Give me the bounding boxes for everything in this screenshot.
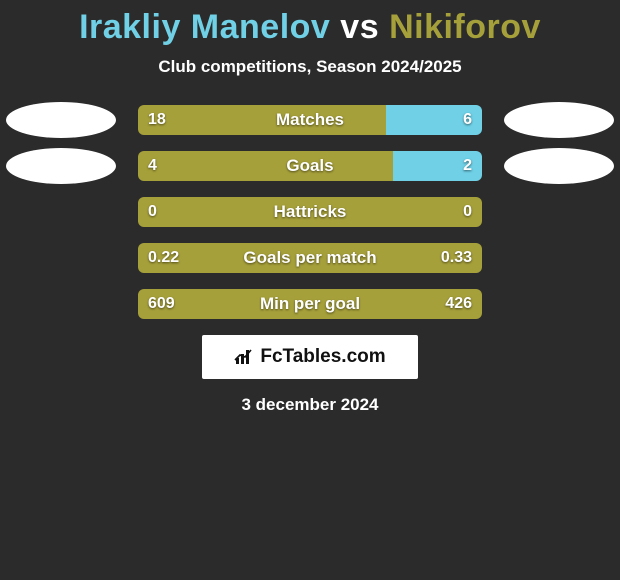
stat-bar-left-segment [138,151,393,181]
page-title: Irakliy Manelov vs Nikiforov [0,0,620,47]
player-avatar-right [504,148,614,184]
stat-bar: 42Goals [138,151,482,181]
stat-row: 609426Min per goal [0,289,620,319]
stat-row: 0.220.33Goals per match [0,243,620,273]
stat-rows: 186Matches 42Goals 00Hattricks 0.220.33Goal… [0,105,620,319]
stat-bar-left-segment [138,105,386,135]
stat-bar-right-segment [393,151,482,181]
stat-bar: 00Hattricks [138,197,482,227]
player-avatar-right [504,102,614,138]
date-text: 3 december 2024 [0,395,620,415]
brand-text: FcTables.com [260,346,385,368]
player-avatar-left [6,148,116,184]
stat-bar: 0.220.33Goals per match [138,243,482,273]
stat-bar-left-segment [138,243,482,273]
stat-row: 00Hattricks [0,197,620,227]
stat-bar-left-segment [138,289,482,319]
subtitle: Club competitions, Season 2024/2025 [0,57,620,77]
bar-chart-icon [234,348,256,366]
stat-bar: 186Matches [138,105,482,135]
title-player-right: Nikiforov [389,8,541,46]
stat-bar-right-segment [386,105,482,135]
player-avatar-left [6,102,116,138]
title-vs: vs [340,8,379,46]
brand-badge[interactable]: FcTables.com [202,335,418,379]
comparison-card: Irakliy Manelov vs Nikiforov Club compet… [0,0,620,580]
stat-row: 186Matches [0,105,620,135]
stat-row: 42Goals [0,151,620,181]
stat-bar: 609426Min per goal [138,289,482,319]
title-player-left: Irakliy Manelov [79,8,330,46]
stat-bar-left-segment [138,197,482,227]
